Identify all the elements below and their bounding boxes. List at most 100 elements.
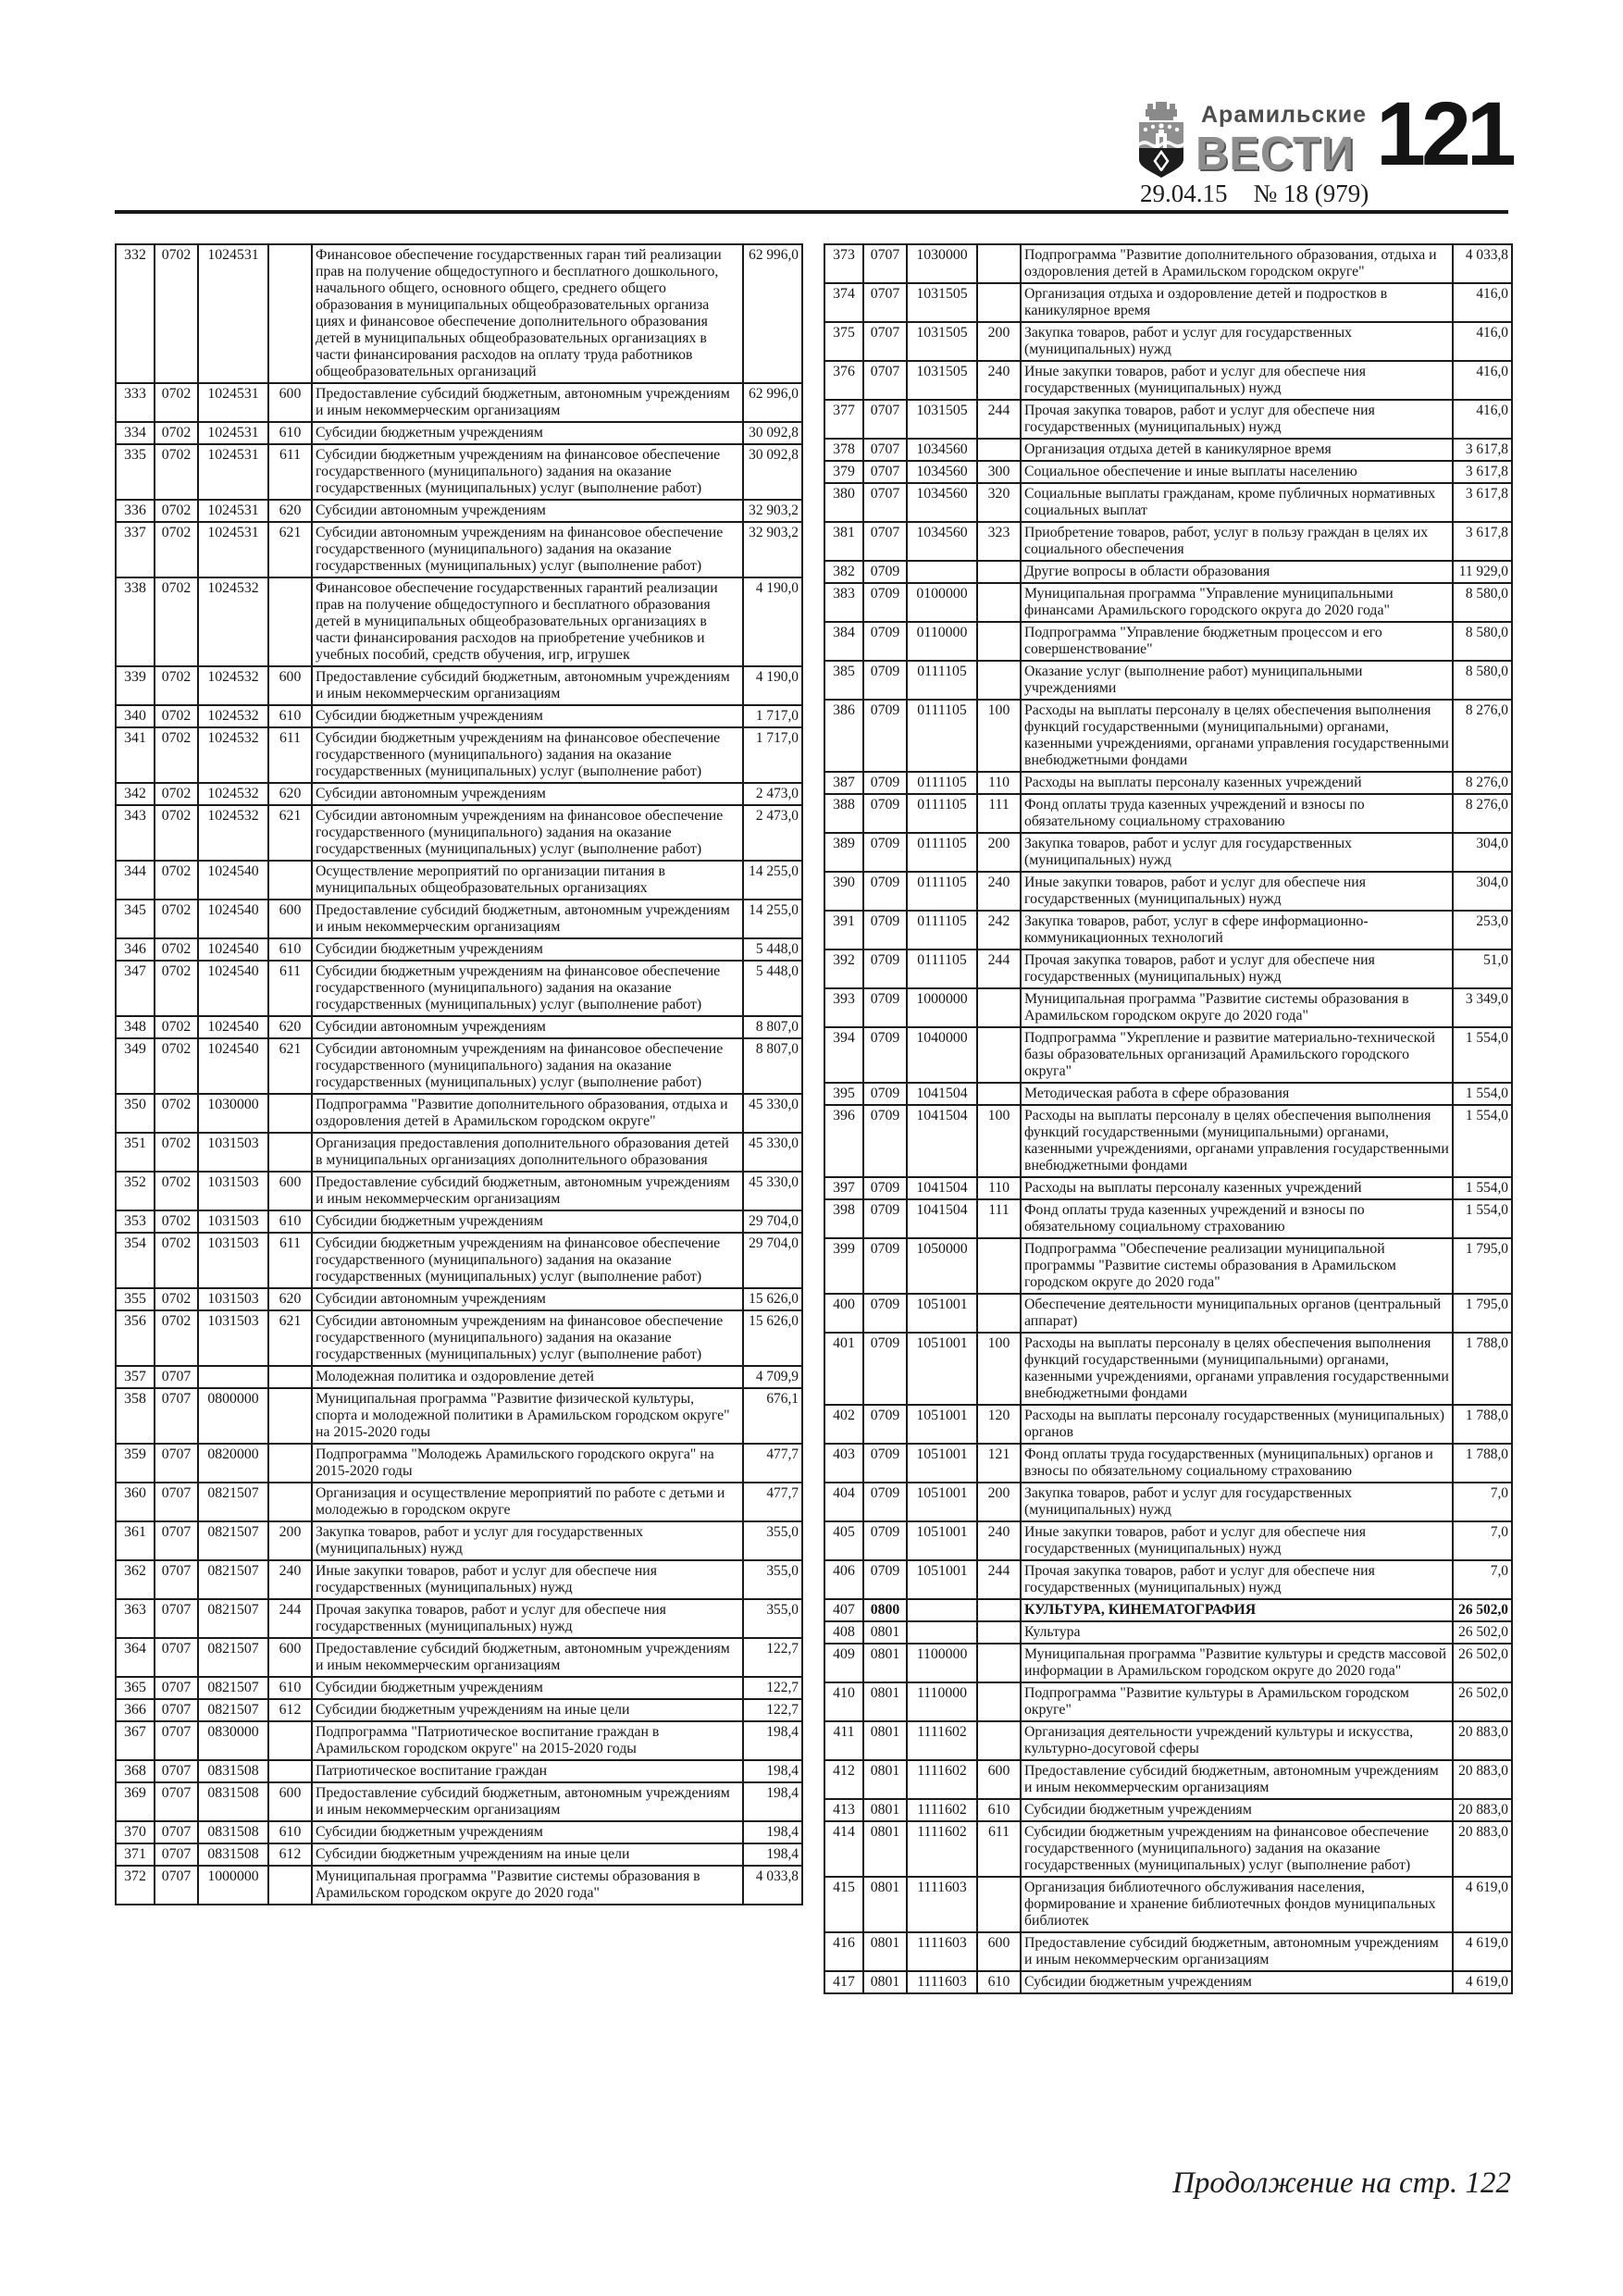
cell-name: Субсидии бюджетным учреждениям [311, 421, 744, 445]
cell-expense-type: 620 [267, 499, 313, 523]
cell-target-article [906, 1598, 978, 1622]
cell-expense-type: 111 [976, 793, 1022, 834]
table-row: 399 0709 1050000 Подпрограмма "Обеспечение … [824, 1237, 1513, 1295]
cell-target-article: 1031503 [197, 1171, 269, 1211]
cell-amount: 29 704,0 [742, 1210, 803, 1234]
table-row: 344 0702 1024540 Осуществление мероприятий … [115, 860, 803, 900]
table-row: 341 0702 1024532 611 Субсидии бюджетным учре… [115, 726, 803, 784]
table-row: 384 0709 0110000 Подпрограмма "Управление б… [824, 621, 1513, 662]
cell-section-code: 0801 [862, 1620, 908, 1644]
cell-target-article: 1031503 [197, 1210, 269, 1234]
cell-amount: 1 717,0 [742, 704, 803, 728]
cell-row-number: 341 [115, 726, 155, 784]
cell-section-code: 0707 [154, 1843, 199, 1867]
cell-amount: 1 717,0 [742, 726, 803, 784]
cell-name: Иные закупки товаров, работ и услуг для … [1020, 360, 1454, 401]
cell-row-number: 378 [824, 438, 864, 462]
cell-expense-type [976, 438, 1022, 462]
cell-row-number: 400 [824, 1293, 864, 1334]
cell-amount: 29 704,0 [742, 1232, 803, 1289]
cell-name: Прочая закупка товаров, работ и услуг дл… [311, 1598, 744, 1639]
cell-row-number: 371 [115, 1843, 155, 1867]
cell-section-code: 0702 [154, 382, 199, 423]
cell-target-article: 1024531 [197, 243, 269, 384]
cell-amount: 676,1 [742, 1387, 803, 1445]
cell-name: Субсидии автономным учреждениям [311, 1287, 744, 1311]
cell-expense-type [976, 1293, 1022, 1334]
cell-amount: 253,0 [1452, 910, 1513, 950]
cell-section-code: 0707 [154, 1720, 199, 1761]
cell-amount: 14 255,0 [742, 860, 803, 900]
cell-target-article: 1034560 [906, 438, 978, 462]
cell-target-article: 1051001 [906, 1332, 978, 1406]
cell-expense-type [976, 1082, 1022, 1106]
cell-amount: 8 276,0 [1452, 771, 1513, 795]
cell-amount: 198,4 [742, 1781, 803, 1822]
cell-expense-type [267, 860, 313, 900]
table-row: 336 0702 1024531 620 Субсидии автономным учр… [115, 499, 803, 523]
cell-target-article: 1111603 [906, 1970, 978, 1994]
cell-row-number: 397 [824, 1176, 864, 1200]
cell-name: Субсидии бюджетным учреждениям [1020, 1970, 1454, 1994]
cell-expense-type: 100 [976, 699, 1022, 773]
cell-amount: 32 903,2 [742, 499, 803, 523]
table-row: 349 0702 1024540 621 Субсидии автономным учр… [115, 1037, 803, 1095]
cell-section-code: 0801 [862, 1643, 908, 1683]
cell-section-code: 0801 [862, 1931, 908, 1972]
cell-row-number: 410 [824, 1682, 864, 1722]
table-row: 391 0709 0111105 242 Закупка товаров, работ,… [824, 910, 1513, 950]
cell-amount: 122,7 [742, 1676, 803, 1700]
cell-expense-type [267, 1865, 313, 1905]
table-row: 364 0707 0821507 600 Предоставление субсидий… [115, 1637, 803, 1678]
table-row: 339 0702 1024532 600 Предоставление субсидий… [115, 665, 803, 706]
cell-row-number: 344 [115, 860, 155, 900]
cell-expense-type [976, 621, 1022, 662]
cell-target-article: 1041504 [906, 1082, 978, 1106]
cell-amount: 1 554,0 [1452, 1026, 1513, 1084]
table-row: 408 0801 Культура 26 502,0 [824, 1620, 1513, 1644]
cell-target-article: 1024531 [197, 382, 269, 423]
cell-target-article: 1111602 [906, 1798, 978, 1822]
cell-section-code: 0707 [154, 1598, 199, 1639]
cell-name: Подпрограмма "Укрепление и развитие мате… [1020, 1026, 1454, 1084]
cell-name: Подпрограмма "Управление бюджетным проце… [1020, 621, 1454, 662]
cell-amount: 5 448,0 [742, 937, 803, 962]
cell-target-article: 1024532 [197, 704, 269, 728]
cell-target-article: 1024532 [197, 804, 269, 862]
cell-section-code: 0801 [862, 1820, 908, 1878]
table-row: 411 0801 1111602 Организация деятельности у… [824, 1720, 1513, 1761]
cell-name: Предоставление субсидий бюджетным, автон… [311, 382, 744, 423]
cell-name: Методическая работа в сфере образования [1020, 1082, 1454, 1106]
cell-target-article: 0831508 [197, 1843, 269, 1867]
cell-row-number: 359 [115, 1443, 155, 1483]
cell-target-article: 0831508 [197, 1820, 269, 1844]
cell-expense-type: 610 [976, 1798, 1022, 1822]
cell-expense-type [976, 1620, 1022, 1644]
cell-row-number: 351 [115, 1132, 155, 1173]
cell-section-code: 0709 [862, 910, 908, 950]
cell-row-number: 350 [115, 1093, 155, 1134]
cell-target-article: 1024540 [197, 899, 269, 939]
cell-name: Приобретение товаров, работ, услуг в пол… [1020, 521, 1454, 562]
table-row: 393 0709 1000000 Муниципальная программа "Р… [824, 987, 1513, 1028]
table-row: 369 0707 0831508 600 Предоставление субсидий… [115, 1781, 803, 1822]
table-row: 332 0702 1024531 Финансовое обеспечение гос… [115, 243, 803, 384]
cell-section-code: 0707 [862, 321, 908, 362]
continuation-note: Продолжение на стр. 122 [1172, 2166, 1511, 2200]
cell-name: Муниципальная программа "Развитие систем… [311, 1865, 744, 1905]
cell-section-code: 0707 [154, 1820, 199, 1844]
cell-name: Расходы на выплаты персоналу в целях обе… [1020, 699, 1454, 773]
cell-amount: 3 617,8 [1452, 460, 1513, 484]
cell-name: Субсидии автономным учреждениям [311, 1015, 744, 1039]
cell-name: Предоставление субсидий бюджетным, автон… [1020, 1759, 1454, 1800]
cell-amount: 4 619,0 [1452, 1970, 1513, 1994]
cell-row-number: 417 [824, 1970, 864, 1994]
cell-row-number: 389 [824, 832, 864, 873]
cell-amount: 198,4 [742, 1759, 803, 1783]
table-row: 386 0709 0111105 100 Расходы на выплаты перс… [824, 699, 1513, 773]
cell-target-article: 1051001 [906, 1520, 978, 1561]
cell-expense-type: 611 [976, 1820, 1022, 1878]
cell-row-number: 345 [115, 899, 155, 939]
cell-expense-type [976, 1876, 1022, 1933]
cell-section-code: 0702 [154, 1132, 199, 1173]
